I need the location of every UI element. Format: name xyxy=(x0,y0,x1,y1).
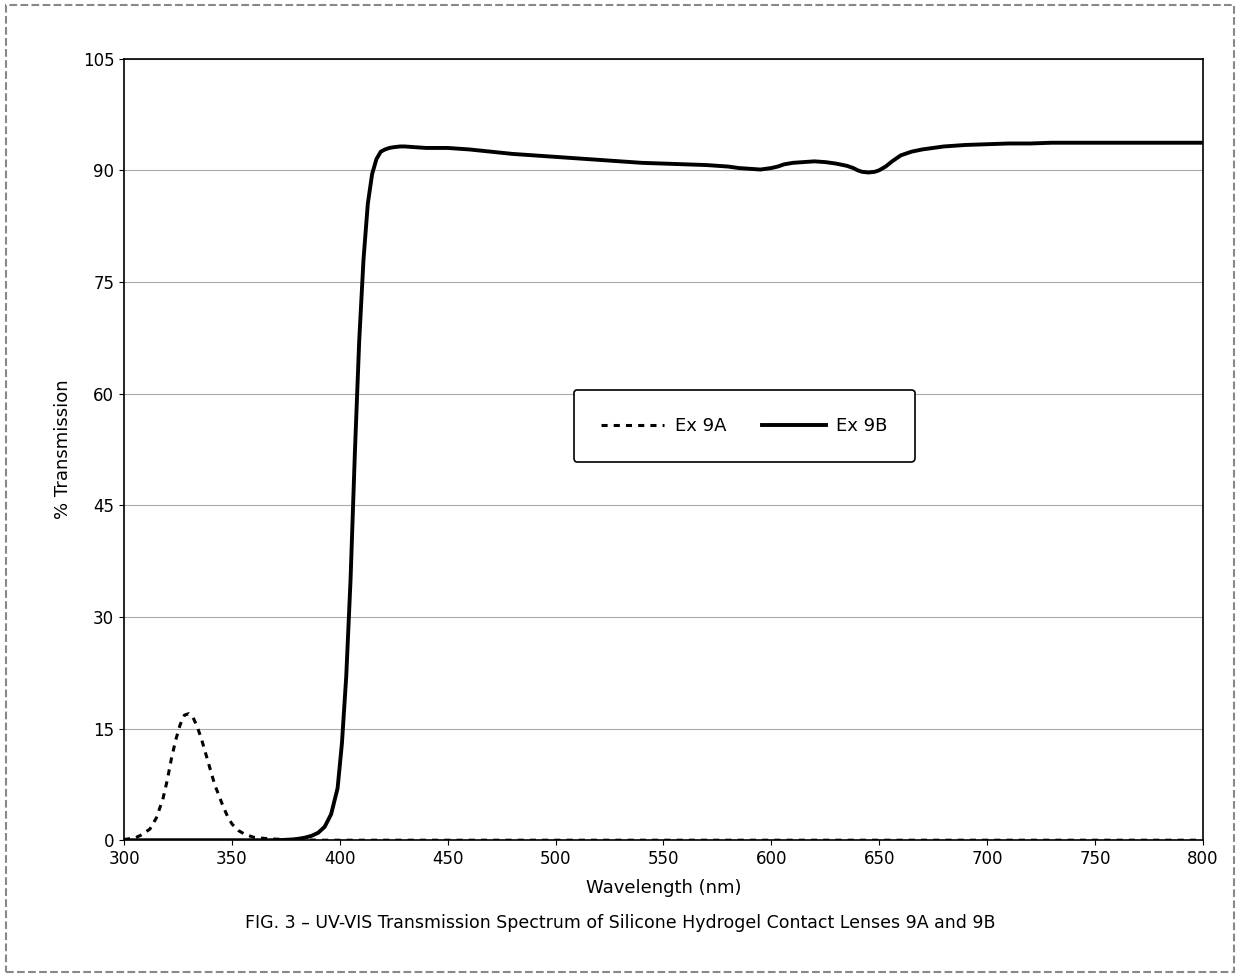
Ex 9B xyxy=(1044,137,1059,149)
Ex 9A xyxy=(212,789,227,801)
Line: Ex 9A: Ex 9A xyxy=(124,713,1203,840)
Legend: Ex 9A, Ex 9B: Ex 9A, Ex 9B xyxy=(574,390,915,462)
Ex 9A xyxy=(246,831,260,843)
Ex 9A xyxy=(155,793,170,805)
Ex 9A xyxy=(279,833,294,845)
Ex 9A xyxy=(117,833,131,845)
Ex 9A xyxy=(160,775,175,786)
Text: FIG. 3 – UV-VIS Transmission Spectrum of Silicone Hydrogel Contact Lenses 9A and: FIG. 3 – UV-VIS Transmission Spectrum of… xyxy=(244,914,996,932)
Ex 9B xyxy=(370,153,384,165)
Ex 9A xyxy=(311,834,326,846)
Ex 9A xyxy=(143,824,157,835)
Ex 9B xyxy=(893,149,908,161)
Ex 9A xyxy=(231,825,246,836)
Ex 9A xyxy=(221,811,236,823)
Ex 9A xyxy=(257,832,272,844)
Ex 9A xyxy=(195,734,210,745)
Ex 9A xyxy=(128,832,143,844)
Ex 9A xyxy=(169,734,184,745)
Ex 9B xyxy=(117,834,131,846)
Ex 9A xyxy=(149,812,164,824)
Ex 9A xyxy=(1195,834,1210,846)
Ex 9B xyxy=(1195,137,1210,149)
Ex 9B xyxy=(451,143,466,154)
Ex 9A xyxy=(300,834,315,846)
Ex 9A xyxy=(177,709,192,721)
Line: Ex 9B: Ex 9B xyxy=(124,143,1203,840)
Ex 9B xyxy=(591,154,606,166)
Ex 9A xyxy=(207,779,222,790)
Ex 9B xyxy=(317,821,332,832)
Ex 9A xyxy=(181,707,196,719)
Ex 9B xyxy=(343,573,358,585)
Ex 9A xyxy=(134,829,149,841)
Ex 9A xyxy=(186,711,201,723)
Ex 9A xyxy=(190,721,205,733)
Ex 9A xyxy=(164,752,179,764)
Ex 9A xyxy=(376,834,391,846)
Ex 9A xyxy=(237,828,252,840)
Ex 9A xyxy=(216,801,231,813)
Ex 9A xyxy=(198,748,213,760)
Ex 9A xyxy=(289,833,304,845)
Ex 9A xyxy=(268,833,283,845)
Ex 9A xyxy=(224,818,239,829)
Y-axis label: % Transmission: % Transmission xyxy=(53,380,72,519)
Ex 9A xyxy=(203,764,218,776)
Ex 9A xyxy=(332,834,347,846)
Ex 9A xyxy=(172,719,187,731)
Ex 9A xyxy=(321,834,336,846)
X-axis label: Wavelength (nm): Wavelength (nm) xyxy=(585,879,742,897)
